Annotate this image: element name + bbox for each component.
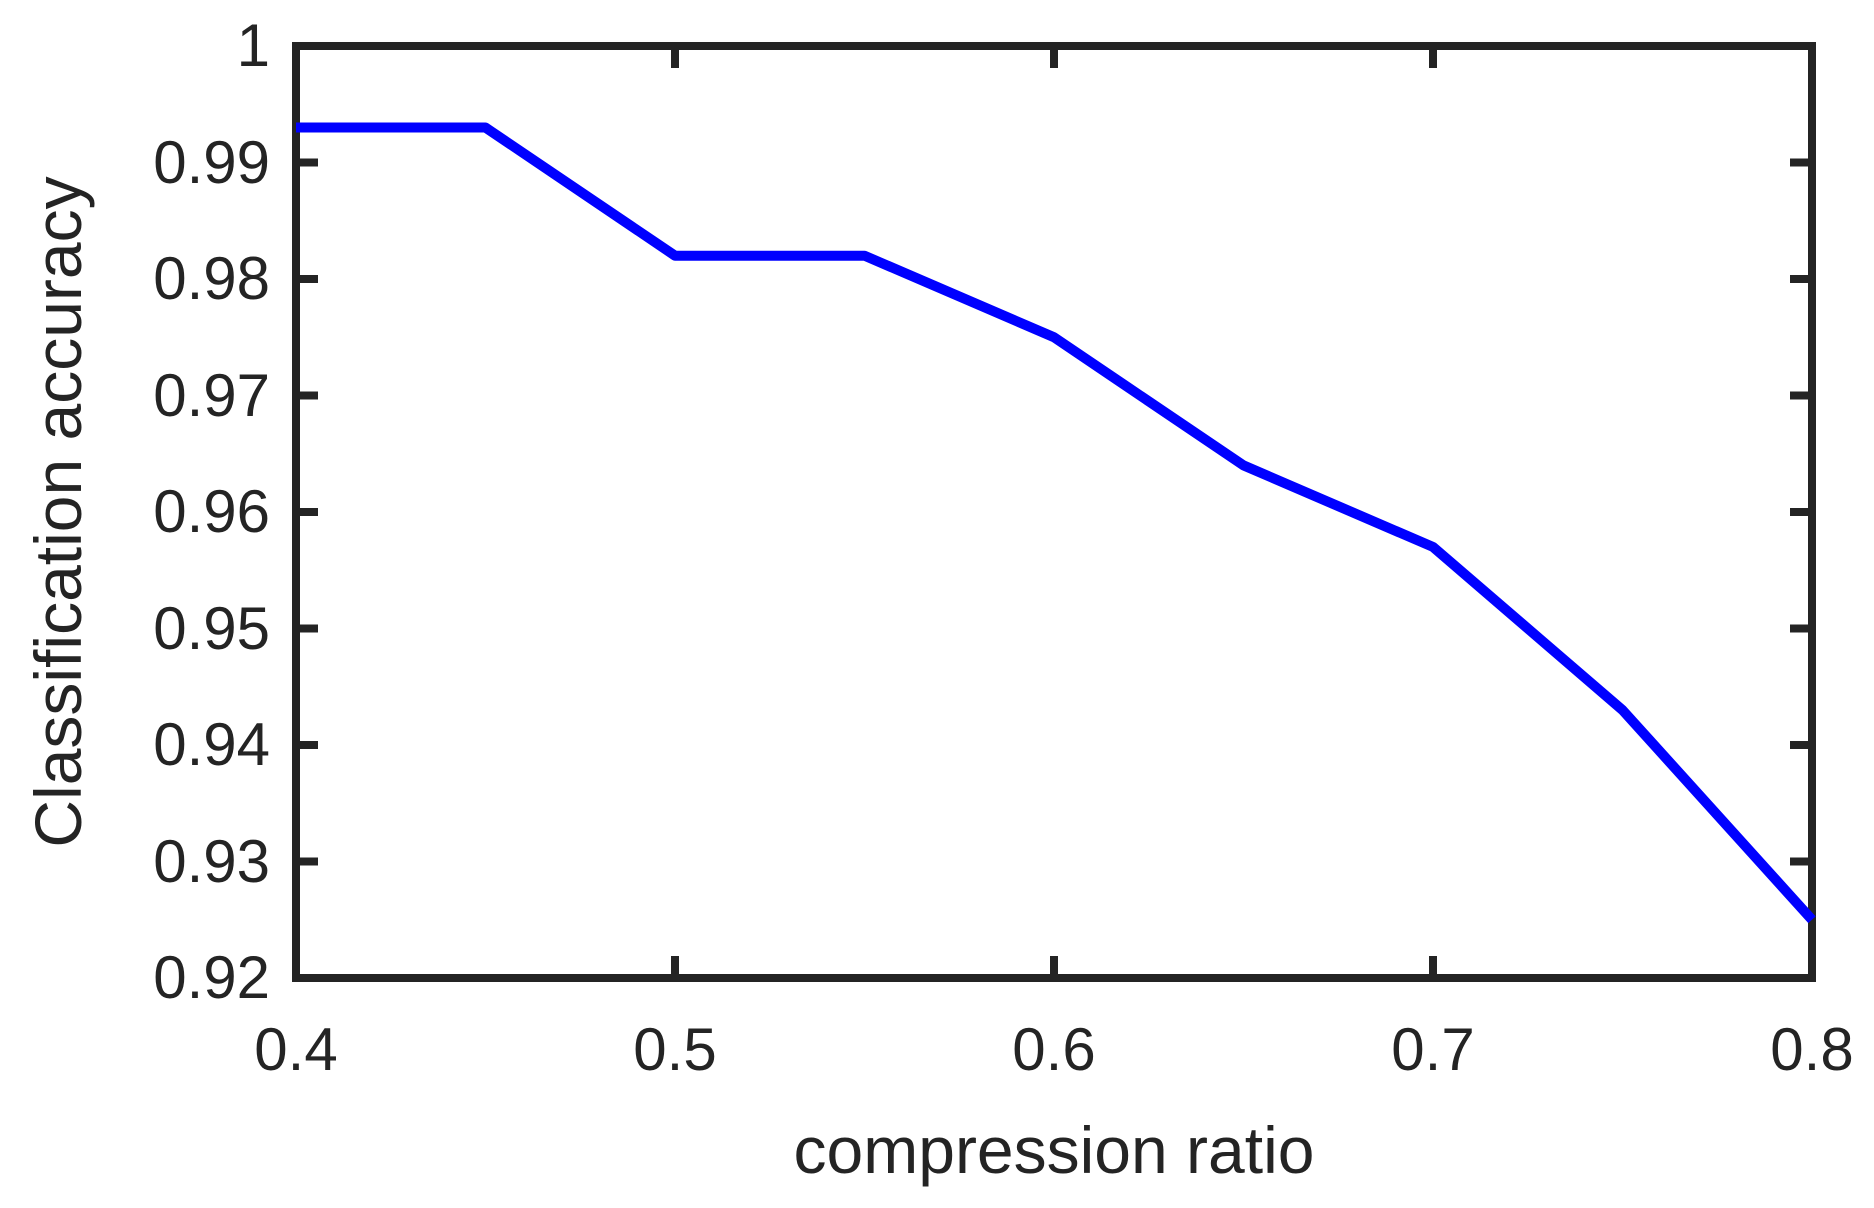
y-tick-label: 0.96 [153, 478, 270, 545]
plot-border [292, 42, 1816, 982]
y-tick-label: 0.94 [153, 711, 270, 778]
x-tick-label: 0.4 [254, 1016, 338, 1083]
x-axis-title: compression ratio [793, 1113, 1315, 1187]
y-tick-label: 0.98 [153, 245, 270, 312]
y-axis-title: Classification accuracy [21, 176, 95, 848]
x-tick-label: 0.8 [1770, 1016, 1854, 1083]
y-tick-label: 1 [236, 12, 270, 79]
y-tick-label: 0.95 [153, 594, 270, 662]
y-tick-label: 0.92 [153, 944, 270, 1011]
data-line-series [296, 122, 1816, 924]
x-tick-label: 0.6 [1012, 1016, 1096, 1083]
y-tick-label: 0.93 [153, 827, 270, 895]
y-tick-label: 0.97 [153, 361, 270, 429]
x-tick-label: 0.7 [1391, 1016, 1475, 1083]
x-tick-label: 0.5 [633, 1016, 717, 1083]
y-tick-label: 0.99 [153, 128, 270, 196]
